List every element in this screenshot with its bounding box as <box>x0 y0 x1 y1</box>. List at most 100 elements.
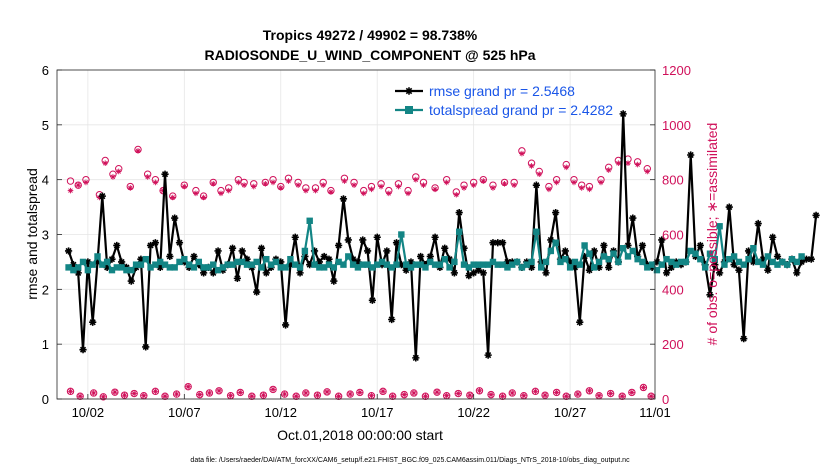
totalspread-point <box>480 261 487 268</box>
obs-assimilated-point <box>210 180 217 187</box>
rmse-point <box>233 274 241 282</box>
obs-assimilated-low-point <box>196 391 203 398</box>
obs-assimilated-point <box>181 183 188 190</box>
obs-assimilated-low-point <box>112 389 118 395</box>
rmse-point <box>291 233 299 241</box>
rmse-point <box>277 258 285 266</box>
rmse-point <box>773 252 782 261</box>
rmse-point <box>465 272 473 280</box>
rmse-point <box>571 263 579 271</box>
totalspread-point <box>605 255 612 263</box>
obs-assimilated-low-point <box>293 393 299 400</box>
obs-possible-low-point <box>421 392 430 400</box>
totalspread-point <box>195 258 202 266</box>
totalspread-point <box>682 258 690 266</box>
rmse-point <box>64 247 73 255</box>
totalspread-point <box>783 261 791 268</box>
totalspread-point <box>726 255 733 263</box>
rmse-point <box>484 351 492 359</box>
obs-possible-low-point <box>259 391 268 399</box>
totalspread-point <box>137 261 145 268</box>
totalspread-point <box>142 255 149 263</box>
rmse-point <box>238 247 246 255</box>
obs-assimilated-point <box>285 178 292 184</box>
obs-assimilated-low-point <box>422 393 429 400</box>
rmse-point <box>638 241 647 250</box>
totalspread-point <box>571 258 579 266</box>
obs-assimilated-point <box>218 190 224 197</box>
totalspread-point <box>103 258 111 266</box>
obs-assimilated-point <box>528 163 535 169</box>
obs-assimilated-point <box>169 194 176 201</box>
obs-assimilated-low-point <box>401 391 408 398</box>
obs-possible-low-point <box>205 389 214 397</box>
totalspread-point <box>427 258 434 266</box>
rmse-point <box>262 269 270 277</box>
obs-assimilated-low-point <box>411 390 417 396</box>
obs-possible-low-point <box>120 391 129 399</box>
totalspread-point <box>128 266 135 274</box>
totalspread-point <box>161 261 169 268</box>
obs-assimilated-low-point <box>141 392 147 399</box>
totalspread-point <box>263 255 270 263</box>
rmse-point <box>725 203 733 211</box>
totalspread-point <box>451 258 458 266</box>
totalspread-point <box>755 258 762 266</box>
totalspread-point <box>634 255 641 263</box>
totalspread-point <box>398 231 405 238</box>
obs-possible-low-point <box>346 390 354 398</box>
totalspread-point <box>547 247 555 255</box>
totalspread-point <box>374 261 381 268</box>
totalspread-point <box>224 261 231 268</box>
y-tick-label-left: 3 <box>42 228 49 243</box>
rmse-point <box>103 263 111 271</box>
totalspread-point <box>335 258 342 266</box>
rmse-point <box>590 247 598 255</box>
obs-possible-low-point <box>184 382 192 391</box>
totalspread-point <box>653 266 661 274</box>
rmse-point <box>744 247 753 255</box>
rmse-point <box>417 252 425 261</box>
totalspread-point <box>446 264 453 271</box>
obs-assimilated-low-point <box>357 389 363 396</box>
totalspread-point <box>65 264 72 271</box>
totalspread-point <box>364 261 371 268</box>
totalspread-point <box>494 261 501 268</box>
totalspread-point <box>793 258 800 266</box>
obs-possible-low-point <box>487 390 495 399</box>
chart-title-line2: RADIOSONDE_U_WIND_COMPONENT @ 525 hPa <box>204 47 535 63</box>
totalspread-point <box>509 261 516 268</box>
obs-assimilated-point <box>546 186 552 193</box>
totalspread-point <box>436 261 444 268</box>
rmse-point <box>740 335 748 343</box>
totalspread-point <box>759 261 767 268</box>
obs-assimilated-low-point <box>90 390 97 396</box>
rmse-point <box>595 263 603 271</box>
totalspread-point <box>687 247 694 255</box>
rmse-point <box>749 258 757 266</box>
totalspread-point <box>412 261 419 268</box>
obs-assimilated-low-point <box>596 392 602 399</box>
obs-possible-low-point <box>334 392 343 400</box>
totalspread-point <box>234 258 241 266</box>
rmse-point <box>769 233 777 241</box>
obs-assimilated-low-point <box>324 389 330 395</box>
obs-possible-low-point <box>541 391 549 399</box>
obs-assimilated-low-point <box>640 384 647 391</box>
obs-assimilated-point <box>501 180 508 187</box>
totalspread-point <box>282 264 289 271</box>
obs-assimilated-point <box>480 178 487 184</box>
obs-possible-low-point <box>498 392 507 400</box>
x-tick-label: 10/02 <box>72 405 105 420</box>
totalspread-point <box>402 261 410 268</box>
obs-assimilated-point <box>75 182 82 188</box>
rmse-point <box>802 255 811 263</box>
obs-possible-low-point <box>618 392 626 400</box>
totalspread-point <box>258 264 265 271</box>
rmse-point <box>412 354 420 362</box>
rmse-point <box>320 252 328 261</box>
totalspread-point <box>730 253 738 260</box>
totalspread-point <box>542 258 550 266</box>
obs-assimilated-low-point <box>131 390 137 397</box>
